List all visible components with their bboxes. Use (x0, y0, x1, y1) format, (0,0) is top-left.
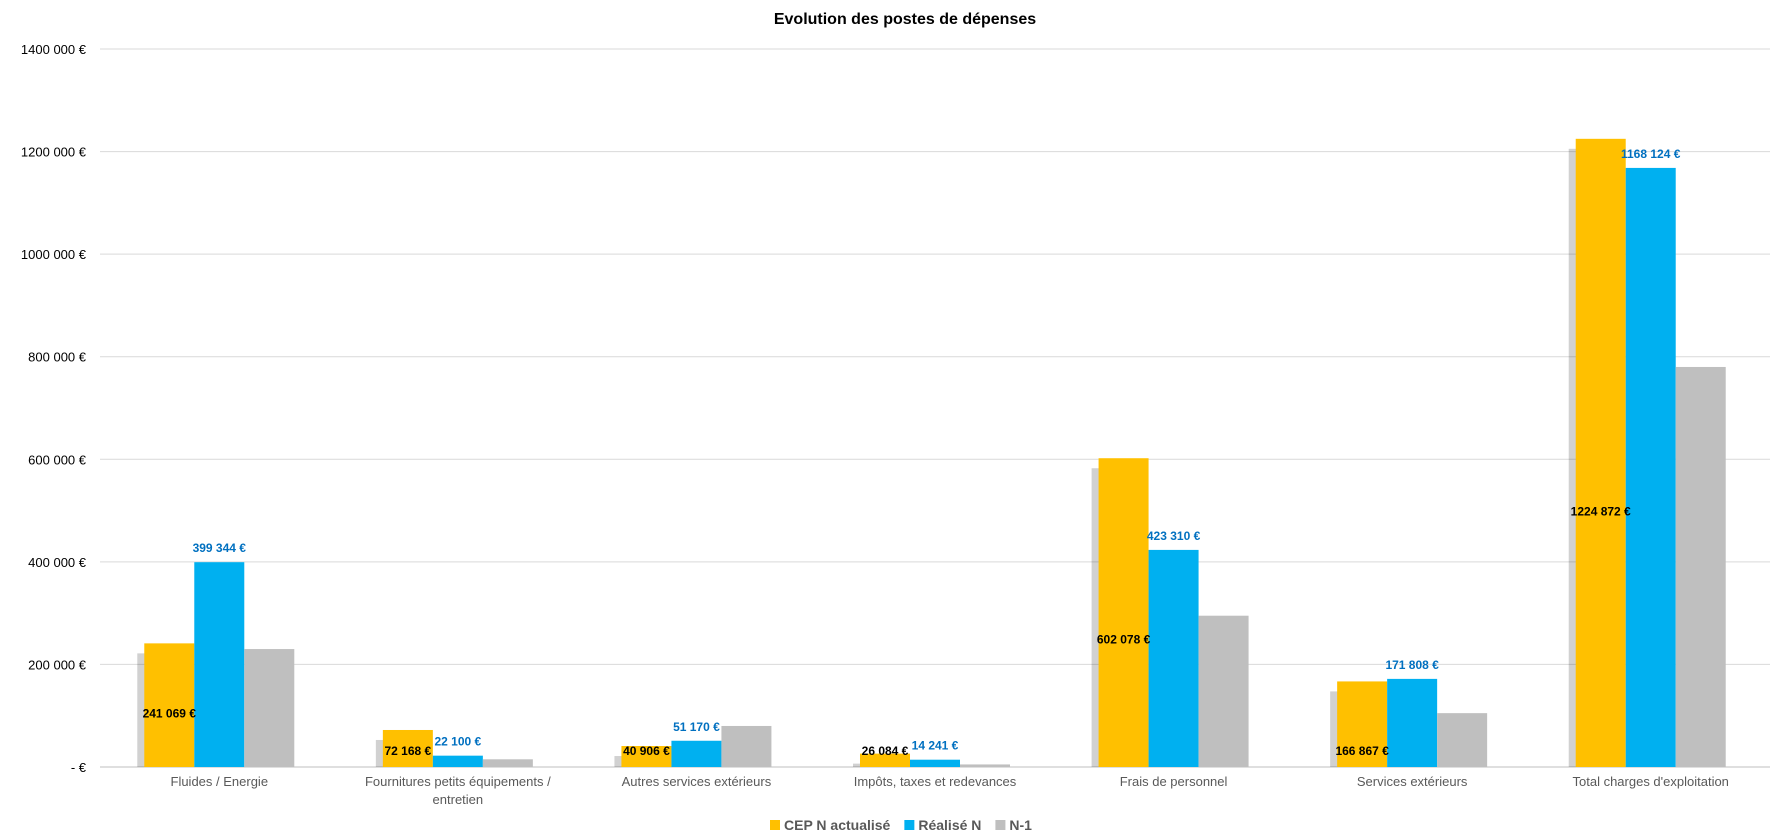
y-tick-label: 1200 000 € (21, 145, 87, 160)
bar (1098, 458, 1149, 767)
data-label: 423 310 € (1147, 529, 1201, 543)
bar (721, 725, 772, 767)
bar (432, 755, 483, 767)
bar (1625, 167, 1676, 768)
bar-shadow (137, 653, 148, 767)
bar (910, 759, 960, 767)
y-tick-label: 400 000 € (28, 555, 87, 570)
bar (194, 562, 245, 767)
bar (1675, 366, 1726, 767)
y-tick-label: 1400 000 € (21, 42, 87, 57)
y-tick-label: 600 000 € (28, 452, 87, 467)
legend-swatch (770, 820, 780, 830)
x-tick-label: Frais de personnel (1120, 774, 1228, 789)
data-labels: 241 069 € 399 344 € 72 168 €22 100 € 40 906… (143, 147, 1681, 758)
data-label: 171 808 € (1385, 658, 1439, 672)
data-label: 14 241 € (912, 739, 959, 753)
bar (382, 729, 433, 767)
bar-shadow (614, 756, 625, 767)
data-label: 1224 872 € (1571, 505, 1631, 519)
bar (244, 649, 295, 767)
bar (960, 764, 1010, 767)
legend-label: N-1 (1009, 817, 1032, 833)
bar (1198, 615, 1249, 767)
legend-label: Réalisé N (918, 817, 981, 833)
gridlines (100, 48, 1770, 768)
bar (1148, 549, 1199, 767)
bars (137, 138, 1726, 768)
bar (482, 759, 533, 767)
data-label: 1168 124 € (1621, 147, 1681, 161)
data-label: 22 100 € (434, 735, 481, 749)
x-tick-label: Fluides / Energie (171, 774, 269, 789)
x-tick-label: Fournitures petits équipements / (365, 774, 551, 789)
chart-title: Evolution des postes de dépenses (774, 11, 1036, 28)
y-tick-label: 200 000 € (28, 657, 87, 672)
bar (621, 746, 672, 767)
x-tick-label: Autres services extérieurs (622, 774, 772, 789)
x-tick-label: Total charges d'exploitation (1573, 774, 1729, 789)
legend-swatch (995, 820, 1006, 830)
bar-shadow (1330, 691, 1341, 767)
y-tick-label: - € (71, 760, 87, 775)
y-tick-label: 800 000 € (28, 350, 87, 365)
data-label: 40 906 € (623, 744, 670, 758)
legend: CEP N actualisé Réalisé N N-1 (770, 817, 1032, 833)
data-label: 72 168 € (384, 744, 431, 758)
bar (1437, 713, 1488, 767)
x-axis: Fluides / Energie Fournitures petits équi… (171, 774, 1729, 807)
bar (1575, 138, 1626, 767)
legend-label: CEP N actualisé (784, 817, 891, 833)
y-tick-label: 1000 000 € (21, 247, 87, 262)
bar (860, 753, 910, 767)
bar-shadow (853, 763, 863, 767)
bar (1337, 681, 1388, 767)
bar (671, 740, 722, 767)
data-label: 602 078 € (1097, 632, 1151, 646)
y-axis: - € 200 000 € 400 000 € 600 000 € 800 000 € 1… (21, 42, 87, 775)
legend-swatch (904, 820, 915, 830)
data-label: 26 084 € (862, 744, 909, 758)
data-label: 51 170 € (673, 720, 720, 734)
bar (1387, 678, 1438, 767)
x-tick-label: Services extérieurs (1357, 774, 1468, 789)
bar-shadow (1091, 468, 1102, 767)
bar (144, 643, 195, 767)
x-tick-label: entretien (433, 792, 484, 807)
data-label: 166 867 € (1335, 744, 1389, 758)
x-tick-label: Impôts, taxes et redevances (854, 774, 1017, 789)
bar-shadow (1568, 148, 1579, 767)
data-label: 241 069 € (143, 707, 197, 721)
bar-shadow (375, 739, 386, 767)
data-label: 399 344 € (193, 541, 247, 555)
